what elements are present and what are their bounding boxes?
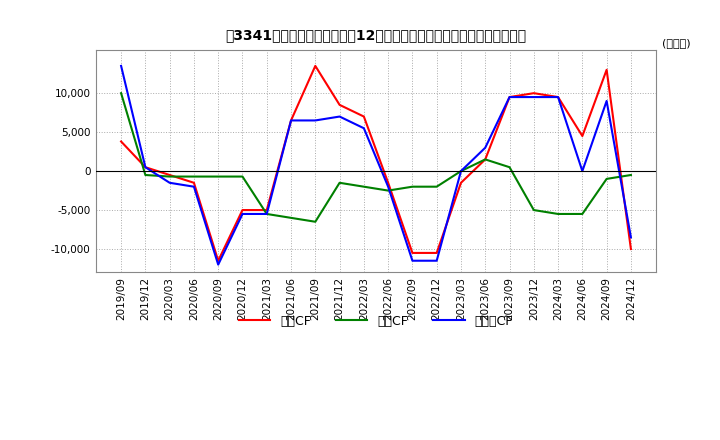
営業CF bbox=[141, 165, 150, 170]
投資CF bbox=[311, 219, 320, 224]
フリーCF bbox=[117, 63, 125, 69]
フリーCF bbox=[554, 95, 562, 100]
投資CF bbox=[481, 157, 490, 162]
投資CF bbox=[141, 172, 150, 178]
営業CF bbox=[238, 207, 247, 213]
営業CF bbox=[603, 67, 611, 73]
投資CF bbox=[456, 169, 465, 174]
営業CF bbox=[166, 172, 174, 178]
営業CF bbox=[529, 91, 538, 96]
フリーCF bbox=[481, 145, 490, 150]
営業CF bbox=[554, 95, 562, 100]
フリーCF bbox=[311, 118, 320, 123]
営業CF bbox=[311, 63, 320, 69]
投資CF bbox=[166, 174, 174, 179]
フリーCF bbox=[166, 180, 174, 185]
営業CF bbox=[359, 114, 368, 119]
営業CF bbox=[505, 95, 514, 100]
投資CF bbox=[336, 180, 344, 185]
投資CF bbox=[262, 211, 271, 216]
Legend: 営業CF, 投資CF, フリーCF: 営業CF, 投資CF, フリーCF bbox=[234, 310, 518, 333]
フリーCF bbox=[262, 211, 271, 216]
投資CF bbox=[117, 91, 125, 96]
フリーCF bbox=[456, 169, 465, 174]
フリーCF bbox=[529, 95, 538, 100]
フリーCF bbox=[336, 114, 344, 119]
営業CF bbox=[189, 180, 198, 185]
Title: 　3341、キャッシュフローの12か月移動合計の対前年同期増減額の推移: 3341、キャッシュフローの12か月移動合計の対前年同期増減額の推移 bbox=[225, 28, 526, 42]
営業CF bbox=[287, 118, 295, 123]
投資CF bbox=[408, 184, 417, 189]
投資CF bbox=[578, 211, 587, 216]
投資CF bbox=[238, 174, 247, 179]
フリーCF bbox=[359, 125, 368, 131]
投資CF bbox=[505, 165, 514, 170]
フリーCF bbox=[626, 235, 635, 240]
営業CF bbox=[262, 207, 271, 213]
営業CF bbox=[626, 246, 635, 252]
投資CF bbox=[214, 174, 222, 179]
Text: (百万円): (百万円) bbox=[662, 38, 690, 48]
フリーCF bbox=[384, 184, 392, 189]
フリーCF bbox=[189, 184, 198, 189]
フリーCF bbox=[603, 98, 611, 103]
Line: 投資CF: 投資CF bbox=[121, 93, 631, 222]
投資CF bbox=[626, 172, 635, 178]
営業CF bbox=[408, 250, 417, 256]
投資CF bbox=[529, 207, 538, 213]
フリーCF bbox=[505, 95, 514, 100]
投資CF bbox=[554, 211, 562, 216]
投資CF bbox=[359, 184, 368, 189]
営業CF bbox=[456, 180, 465, 185]
Line: フリーCF: フリーCF bbox=[121, 66, 631, 264]
営業CF bbox=[578, 133, 587, 139]
営業CF bbox=[433, 250, 441, 256]
フリーCF bbox=[433, 258, 441, 264]
投資CF bbox=[287, 215, 295, 220]
Line: 営業CF: 営業CF bbox=[121, 66, 631, 261]
投資CF bbox=[384, 188, 392, 193]
フリーCF bbox=[238, 211, 247, 216]
営業CF bbox=[117, 139, 125, 144]
営業CF bbox=[481, 157, 490, 162]
フリーCF bbox=[408, 258, 417, 264]
営業CF bbox=[384, 180, 392, 185]
営業CF bbox=[336, 102, 344, 107]
営業CF bbox=[214, 258, 222, 264]
フリーCF bbox=[214, 262, 222, 267]
フリーCF bbox=[578, 169, 587, 174]
投資CF bbox=[189, 174, 198, 179]
投資CF bbox=[603, 176, 611, 182]
フリーCF bbox=[141, 165, 150, 170]
投資CF bbox=[433, 184, 441, 189]
フリーCF bbox=[287, 118, 295, 123]
